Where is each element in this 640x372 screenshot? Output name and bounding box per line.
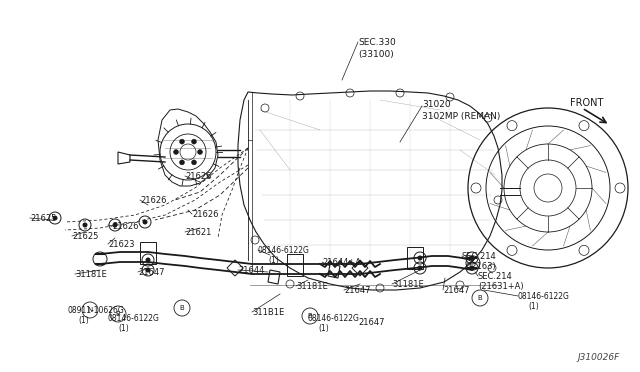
Text: B: B — [115, 311, 120, 317]
Text: (2163): (2163) — [468, 262, 496, 271]
Bar — [407, 247, 423, 269]
Text: J310026F: J310026F — [578, 353, 620, 362]
Circle shape — [191, 139, 196, 144]
Circle shape — [173, 150, 179, 154]
Text: 3102MP (REMAN): 3102MP (REMAN) — [422, 112, 500, 121]
Circle shape — [470, 256, 474, 260]
Circle shape — [113, 222, 118, 228]
Text: (21631+A): (21631+A) — [478, 282, 524, 291]
Text: 21625: 21625 — [72, 232, 99, 241]
Text: 21647: 21647 — [344, 286, 371, 295]
Text: FRONT: FRONT — [570, 98, 604, 108]
Text: (33100): (33100) — [358, 50, 394, 59]
Text: 21647: 21647 — [358, 318, 385, 327]
Text: 08146-6122G: 08146-6122G — [308, 314, 360, 323]
Circle shape — [179, 160, 184, 165]
Text: SEC.214: SEC.214 — [478, 272, 513, 281]
Text: (1): (1) — [78, 316, 89, 325]
Text: 21626: 21626 — [140, 196, 166, 205]
Text: 31181E: 31181E — [392, 280, 424, 289]
Text: 21623: 21623 — [108, 240, 134, 249]
Circle shape — [417, 256, 422, 260]
Bar — [287, 254, 303, 276]
Circle shape — [179, 139, 184, 144]
Text: 21647: 21647 — [443, 286, 470, 295]
Circle shape — [470, 266, 474, 270]
Text: 21626: 21626 — [185, 172, 211, 181]
Text: B: B — [307, 314, 312, 320]
Text: 21626: 21626 — [192, 210, 218, 219]
Text: 31181E: 31181E — [296, 282, 328, 291]
Text: 08146-6122G: 08146-6122G — [518, 292, 570, 301]
Text: 311B1E: 311B1E — [252, 308, 284, 317]
Text: 21626: 21626 — [112, 222, 138, 231]
Text: N: N — [87, 308, 92, 314]
Text: 21647: 21647 — [138, 268, 164, 277]
Text: SEC.330: SEC.330 — [358, 38, 396, 47]
Circle shape — [198, 150, 202, 154]
Circle shape — [83, 222, 88, 228]
Text: (1): (1) — [118, 324, 129, 333]
Text: (1): (1) — [318, 324, 329, 333]
Text: 21625: 21625 — [30, 214, 56, 223]
Text: 21644: 21644 — [238, 266, 264, 275]
Text: 21621: 21621 — [185, 228, 211, 237]
Circle shape — [145, 257, 150, 263]
Circle shape — [145, 267, 150, 273]
Circle shape — [191, 160, 196, 165]
Text: 08911-10626G: 08911-10626G — [68, 306, 125, 315]
Text: 31020: 31020 — [422, 100, 451, 109]
Text: 21644+A: 21644+A — [322, 258, 361, 267]
Text: 08146-6122G: 08146-6122G — [108, 314, 160, 323]
Text: SEC.214: SEC.214 — [462, 252, 497, 261]
Text: (1): (1) — [268, 256, 279, 265]
Circle shape — [52, 215, 58, 221]
Circle shape — [417, 266, 422, 270]
Circle shape — [143, 219, 147, 224]
Bar — [140, 242, 156, 264]
Text: B: B — [477, 295, 482, 301]
Text: (1): (1) — [528, 302, 539, 311]
Text: 08146-6122G: 08146-6122G — [258, 246, 310, 255]
Text: 31181E: 31181E — [75, 270, 107, 279]
Text: B: B — [179, 305, 184, 311]
